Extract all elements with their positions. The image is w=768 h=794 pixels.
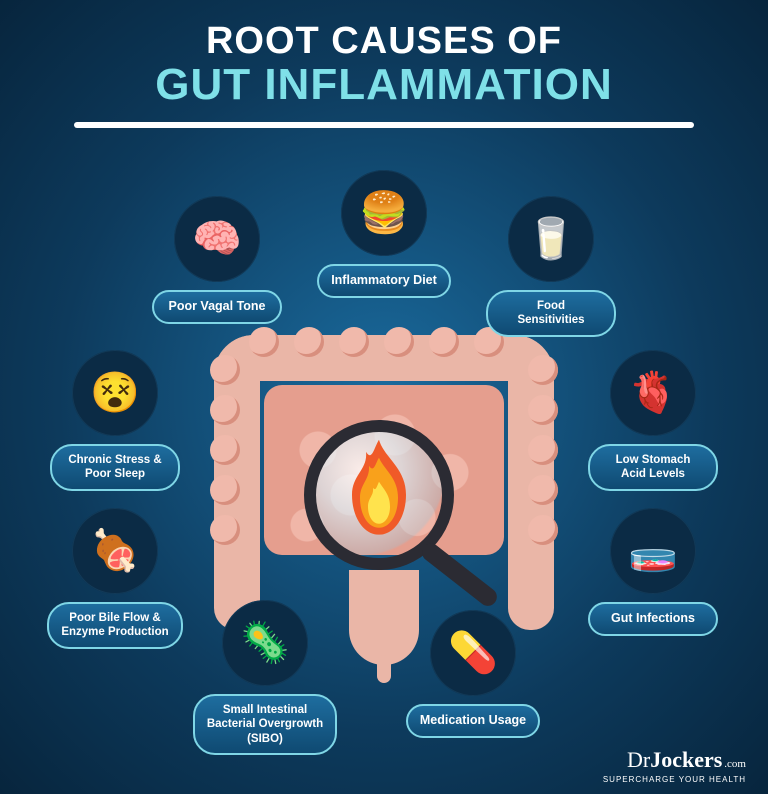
cause-poor-vagal-tone: 🧠 Poor Vagal Tone bbox=[142, 196, 292, 324]
credit-prefix: Dr bbox=[627, 747, 650, 772]
chronic-stress-poor-sleep-label: Chronic Stress &Poor Sleep bbox=[50, 444, 180, 491]
poor-vagal-tone-label: Poor Vagal Tone bbox=[152, 290, 282, 324]
chronic-stress-poor-sleep-icon: 😵 bbox=[72, 350, 158, 436]
cause-poor-bile-flow: 🍖 Poor Bile Flow &Enzyme Production bbox=[40, 508, 190, 649]
cause-gut-infections: 🧫 Gut Infections bbox=[578, 508, 728, 636]
gut-infections-label: Gut Infections bbox=[588, 602, 718, 636]
poor-bile-flow-label: Poor Bile Flow &Enzyme Production bbox=[47, 602, 182, 649]
low-stomach-acid-icon: 🫀 bbox=[610, 350, 696, 436]
flame-icon bbox=[344, 440, 414, 535]
inflammatory-diet-label: Inflammatory Diet bbox=[317, 264, 451, 298]
credit-tld: .com bbox=[724, 758, 746, 770]
credit-block: DrJockers.com SUPERCHARGE YOUR HEALTH bbox=[603, 747, 746, 784]
inflammatory-diet-icon: 🍔 bbox=[341, 170, 427, 256]
gut-infections-icon: 🧫 bbox=[610, 508, 696, 594]
medication-usage-icon: 💊 bbox=[430, 610, 516, 696]
title-underline bbox=[74, 122, 694, 128]
medication-usage-label: Medication Usage bbox=[406, 704, 540, 738]
credit-tagline: SUPERCHARGE YOUR HEALTH bbox=[603, 775, 746, 784]
food-sensitivities-icon: 🥛 bbox=[508, 196, 594, 282]
infographic-canvas: ROOT CAUSES OF GUT INFLAMMATION bbox=[0, 0, 768, 794]
title-block: ROOT CAUSES OF GUT INFLAMMATION bbox=[0, 0, 768, 108]
sibo-icon: 🦠 bbox=[222, 600, 308, 686]
credit-brand: DrJockers.com bbox=[603, 747, 746, 773]
cause-inflammatory-diet: 🍔 Inflammatory Diet bbox=[309, 170, 459, 298]
poor-bile-flow-icon: 🍖 bbox=[72, 508, 158, 594]
title-line-1: ROOT CAUSES OF bbox=[0, 22, 768, 62]
low-stomach-acid-label: Low StomachAcid Levels bbox=[588, 444, 718, 491]
cause-low-stomach-acid: 🫀 Low StomachAcid Levels bbox=[578, 350, 728, 491]
credit-main: Jockers bbox=[650, 747, 722, 772]
cause-food-sensitivities: 🥛 FoodSensitivities bbox=[476, 196, 626, 337]
cause-medication-usage: 💊 Medication Usage bbox=[398, 610, 548, 738]
title-line-2: GUT INFLAMMATION bbox=[0, 62, 768, 108]
poor-vagal-tone-icon: 🧠 bbox=[174, 196, 260, 282]
magnifier-icon bbox=[304, 420, 464, 580]
cause-sibo: 🦠 Small IntestinalBacterial Overgrowth(SI… bbox=[190, 600, 340, 755]
cause-chronic-stress-poor-sleep: 😵 Chronic Stress &Poor Sleep bbox=[40, 350, 190, 491]
food-sensitivities-label: FoodSensitivities bbox=[486, 290, 616, 337]
sibo-label: Small IntestinalBacterial Overgrowth(SIB… bbox=[193, 694, 337, 755]
